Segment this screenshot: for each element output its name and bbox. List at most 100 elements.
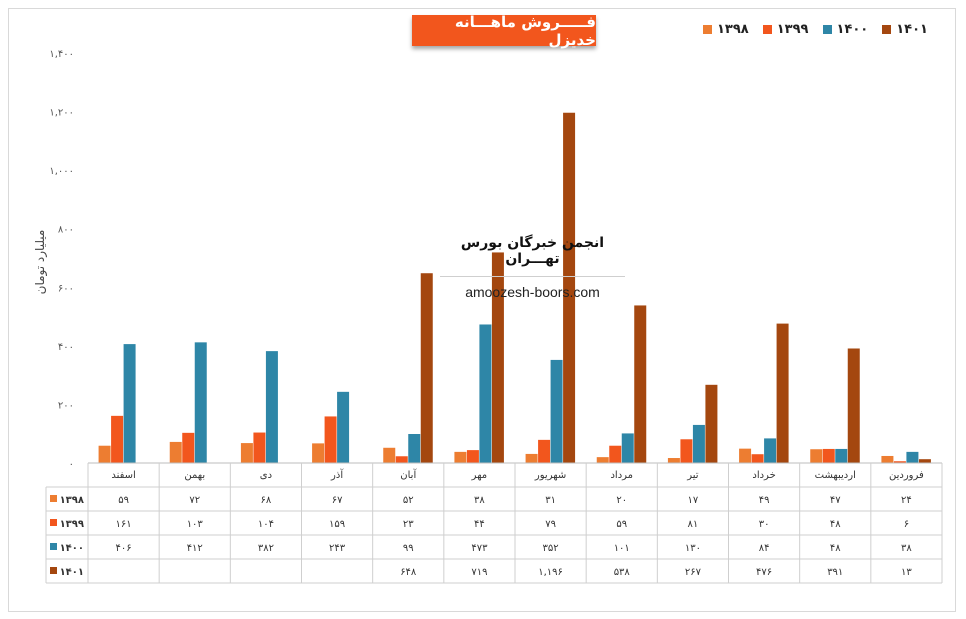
bar <box>408 434 421 463</box>
category-label: مهر <box>471 470 487 481</box>
bar <box>240 443 253 463</box>
row-label: ۱۳۹۹ <box>60 519 84 530</box>
y-tick-label: ۶۰۰ <box>58 283 74 294</box>
data-label: ۱۷ <box>688 495 699 506</box>
data-label: ۲۳ <box>403 519 414 530</box>
legend: ۱۳۹۸ ۱۳۹۹ ۱۴۰۰ ۱۴۰۱ <box>703 22 928 37</box>
y-tick-label: ۰ <box>69 459 74 470</box>
bar <box>538 439 551 463</box>
data-label: ۴۴ <box>474 519 485 530</box>
bar <box>692 424 705 463</box>
data-label: ۴۷ <box>830 495 841 506</box>
bar <box>634 305 647 463</box>
data-label: ۶۸ <box>261 495 272 506</box>
bar <box>621 433 634 463</box>
data-label: ۲۴ <box>901 495 912 506</box>
legend-label: ۱۳۹۹ <box>776 22 809 37</box>
bar <box>596 457 609 463</box>
legend-item: ۱۴۰۱ <box>882 22 928 37</box>
bar <box>525 453 538 463</box>
data-label: ۳۰ <box>759 519 770 530</box>
data-label: ۱۶۱ <box>116 519 132 530</box>
data-label: ۳۱ <box>545 495 556 506</box>
bar <box>337 391 350 463</box>
bar <box>918 459 931 463</box>
data-label: ۳۹۱ <box>827 567 843 578</box>
bar <box>810 449 823 463</box>
data-label: ۸۴ <box>759 543 770 554</box>
data-label: ۱۰۴ <box>258 519 274 530</box>
data-label: ۱۳۰ <box>685 543 701 554</box>
bar <box>395 456 408 463</box>
bar <box>491 252 504 463</box>
bar <box>776 323 789 463</box>
bar <box>312 443 325 463</box>
chart-frame <box>8 8 956 612</box>
y-tick-label: ۱,۴۰۰ <box>49 49 74 60</box>
data-label: ۱۰۳ <box>187 519 204 530</box>
bar <box>383 447 396 463</box>
bar <box>265 351 278 463</box>
category-label: آذر <box>330 468 344 481</box>
bar <box>751 454 764 463</box>
data-label: ۴۷۶ <box>756 567 772 578</box>
data-label: ۴۹ <box>759 495 770 506</box>
data-label: ۶ <box>904 519 909 530</box>
bar <box>563 112 576 463</box>
watermark-title: انجمن خبرگان بورس تهـــران <box>460 235 605 267</box>
legend-item: ۱۳۹۸ <box>703 22 749 37</box>
data-label: ۱۳ <box>901 567 912 578</box>
bar <box>680 439 693 463</box>
legend-swatch <box>762 25 772 34</box>
row-swatch <box>50 495 57 502</box>
legend-swatch <box>822 25 832 34</box>
category-label: فروردین <box>889 470 924 481</box>
row-swatch <box>50 543 57 550</box>
data-label: ۶۴۸ <box>400 567 417 578</box>
y-tick-label: ۴۰۰ <box>58 342 74 353</box>
bar <box>835 448 848 463</box>
y-tick-label: ۲۰۰ <box>58 400 74 411</box>
category-label: شهریور <box>534 470 566 481</box>
bar <box>764 438 777 463</box>
data-label: ۴۱۲ <box>187 543 203 554</box>
watermark-url: amoozesh-boors.com <box>465 284 600 300</box>
watermark: انجمن خبرگان بورس تهـــران amoozesh-boor… <box>440 235 625 300</box>
category-label: خرداد <box>752 470 775 481</box>
category-label: اسفند <box>111 470 135 481</box>
data-label: ۳۸ <box>901 543 912 554</box>
row-label: ۱۴۰۱ <box>60 567 84 578</box>
data-label: ۴۰۶ <box>116 543 132 554</box>
legend-item: ۱۴۰۰ <box>822 22 868 37</box>
data-label: ۴۸ <box>830 543 841 554</box>
legend-item: ۱۳۹۹ <box>762 22 809 37</box>
category-label: اردیبهشت <box>815 470 856 481</box>
data-label: ۵۳۸ <box>614 567 631 578</box>
bar <box>111 415 124 463</box>
legend-label: ۱۴۰۱ <box>896 22 928 37</box>
bar <box>454 451 467 463</box>
legend-swatch <box>703 25 712 34</box>
y-tick-label: ۱,۰۰۰ <box>49 166 74 177</box>
row-swatch <box>50 567 57 574</box>
data-label: ۲۶۷ <box>685 567 702 578</box>
bar <box>609 445 622 463</box>
data-label: ۱,۱۹۶ <box>538 567 563 578</box>
category-label: دی <box>260 470 272 481</box>
category-label: بهمن <box>184 470 205 481</box>
bar <box>739 448 752 463</box>
bar <box>705 384 718 463</box>
chart-title: فـــــروش ماهـــانه خدیزل <box>412 13 596 49</box>
data-label: ۲۴۳ <box>329 543 346 554</box>
bar <box>324 416 337 463</box>
data-label: ۳۸ <box>474 495 485 506</box>
bar <box>881 455 894 463</box>
row-label: ۱۴۰۰ <box>60 543 84 554</box>
category-label: آبان <box>400 468 417 481</box>
data-label: ۱۰۱ <box>614 543 630 554</box>
bar <box>667 458 680 463</box>
bar <box>906 451 919 463</box>
data-label: ۳۸۲ <box>258 543 274 554</box>
category-label: تیر <box>686 470 699 481</box>
